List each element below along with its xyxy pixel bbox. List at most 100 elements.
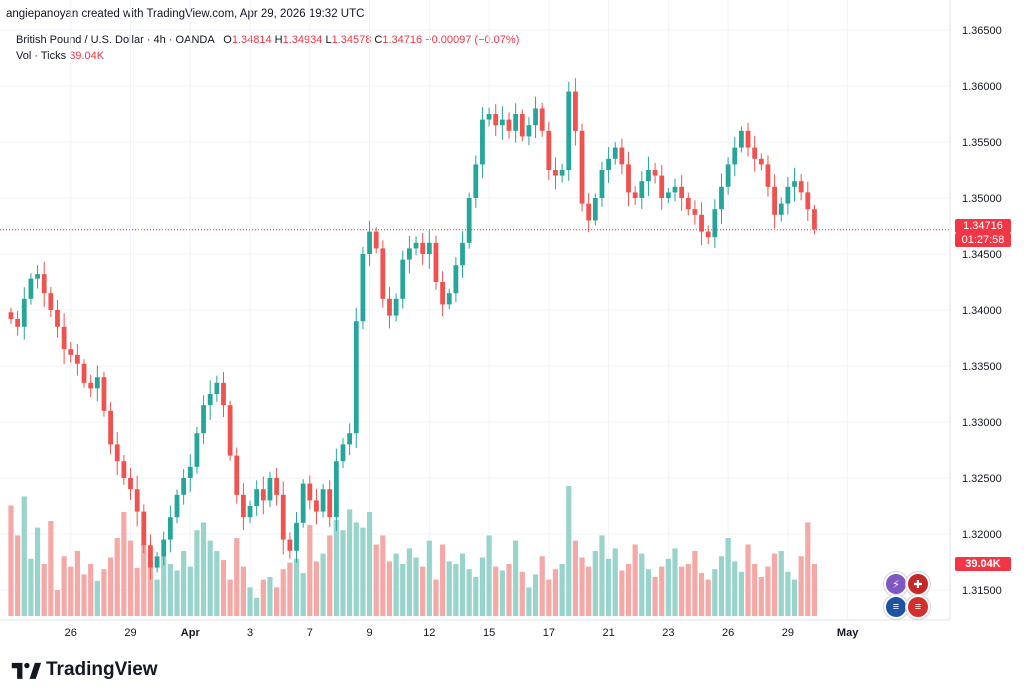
volume-bar [373,544,379,616]
volume-bar [254,597,260,616]
volume-bar [88,564,94,616]
volume-bar [420,566,426,616]
chart-grid [0,0,950,620]
candle-body [207,394,213,406]
candle-body [732,147,738,165]
candle-body [519,114,525,137]
volume-bar [234,538,240,616]
candle-body [28,278,34,299]
price-tick-label: 1.34000 [962,305,1002,317]
close-label: C [374,34,383,46]
candle-body [785,186,791,204]
volume-bar [579,557,585,616]
time-tick-label: 7 [307,627,313,639]
time-axis[interactable]: 26 29 Apr 3 7 9 12 15 17 21 23 26 29 May [65,627,860,639]
candle-body [798,181,804,193]
volume-bar [479,557,486,616]
volume-bar [333,519,339,616]
volume-label[interactable]: Vol · Ticks [16,50,67,62]
candle-body [167,517,173,540]
candle-body [772,186,777,215]
candle-body [81,363,87,383]
volume-bar [200,522,207,616]
volume-value-tag: 39.04K [955,557,1011,571]
tradingview-logo[interactable]: TradingView [10,659,158,681]
volume-bar [74,551,80,616]
volume-bar [174,570,180,616]
volume-bar [393,553,399,616]
candle-body [68,349,74,355]
candle-body [254,489,260,506]
volume-bar [8,505,14,616]
candle-body [287,539,293,551]
candle-body [201,405,206,434]
lightning-icon[interactable]: ⚡ [884,572,908,596]
uk-flag-icon[interactable]: ✚ [906,572,930,596]
us-flag-icon[interactable]: ≡ [884,595,908,619]
candle-body [460,242,465,266]
volume-bar [632,544,638,616]
volume-bar [752,564,758,616]
volume-bar [400,564,406,616]
volume-bar [459,553,466,616]
volume-bar [274,587,280,616]
candle-body [400,259,406,299]
volume-bar [532,574,539,616]
candle-body [353,321,359,434]
price-axis[interactable]: 1.31500 1.32000 1.32500 1.33000 1.33500 1.340… [962,25,1002,597]
volume-bar [513,540,519,616]
candle-body [812,209,817,230]
volume-bar [772,553,778,616]
candle-body [101,377,107,411]
price-tick-label: 1.32500 [962,473,1002,485]
candle-body [181,478,187,495]
candle-body [699,214,704,232]
candle-body [307,483,313,501]
symbol-legend: British Pound / U.S. Dollar · 4h · OANDA… [16,34,519,46]
volume-bar [698,573,705,616]
change-value: −0.00097 (−0.07%) [425,34,520,46]
candle-body [712,209,718,238]
volume-bar [240,566,246,616]
high-label: H [274,34,283,46]
candle-body [493,114,499,126]
bar-countdown-tag: 01:27:58 [955,233,1011,247]
candle-body [234,455,240,495]
candle-body [499,119,505,126]
candle-body [526,125,532,137]
candle-body [705,231,711,238]
time-tick-label: Apr [181,627,201,639]
candle-body [466,198,472,243]
candle-body [426,242,432,254]
us-flag-icon[interactable]: ≡ [906,595,930,619]
volume-bar [745,544,751,616]
candle-body [765,164,771,187]
volume-bar [340,530,346,616]
volume-bars [8,486,818,616]
volume-bar [625,564,632,616]
candle-body [387,298,392,316]
candle-body [300,483,306,523]
author-line: angiepanoyan created with TradingView.co… [6,8,365,20]
time-tick-label: May [837,627,859,639]
candle-body [134,489,140,512]
high-value: 1.34934 [282,34,323,46]
volume-bar [805,522,811,616]
volume-bar [127,540,134,616]
candle-body [612,147,618,159]
candle-body [194,433,200,467]
candle-body [420,242,426,254]
candle-body [128,478,133,490]
candle-body [148,545,153,568]
volume-bar [207,540,213,616]
candle-body [553,170,558,176]
candle-body [559,170,565,176]
candle-body [679,186,685,198]
price-tick-label: 1.35000 [962,193,1002,205]
volume-bar [48,521,54,616]
symbol-name[interactable]: British Pound / U.S. Dollar · 4h · OANDA [16,34,215,46]
candle-body [805,192,811,210]
candle-body [745,130,751,148]
close-value: 1.34716 [382,34,423,46]
